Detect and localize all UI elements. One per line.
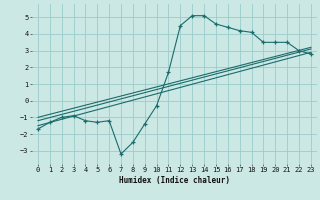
X-axis label: Humidex (Indice chaleur): Humidex (Indice chaleur) bbox=[119, 176, 230, 185]
